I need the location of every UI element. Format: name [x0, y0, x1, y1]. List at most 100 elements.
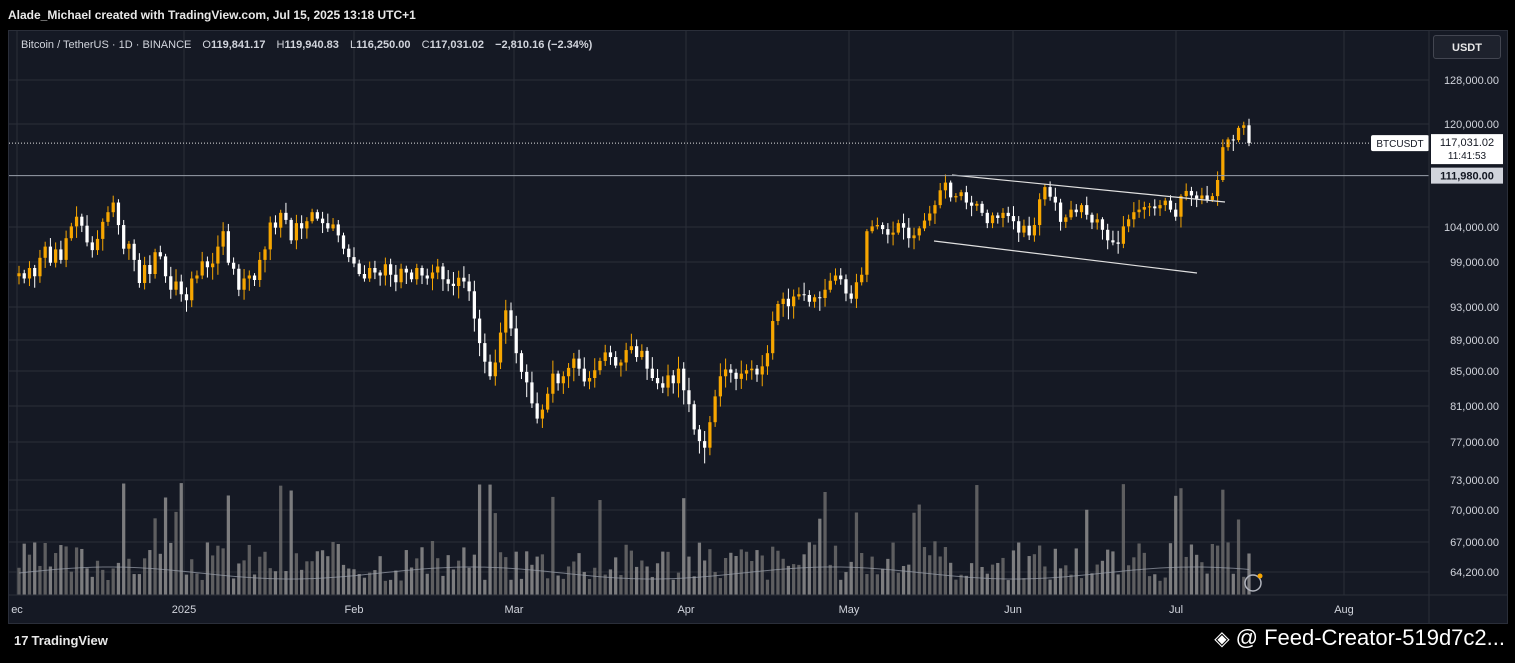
candle-body[interactable]	[708, 422, 712, 448]
candle-body[interactable]	[394, 274, 398, 283]
candle-body[interactable]	[985, 212, 989, 224]
candle-body[interactable]	[1179, 196, 1183, 217]
candle-body[interactable]	[127, 243, 131, 249]
candle-body[interactable]	[1116, 242, 1120, 244]
candle-body[interactable]	[425, 275, 429, 279]
candle-body[interactable]	[174, 281, 178, 290]
candle-body[interactable]	[1205, 195, 1209, 200]
candle-body[interactable]	[289, 219, 293, 241]
candle-body[interactable]	[634, 346, 639, 358]
candle-body[interactable]	[572, 358, 576, 368]
candle-body[interactable]	[74, 216, 79, 227]
candle-body[interactable]	[540, 409, 545, 419]
channel-upper-line[interactable]	[951, 174, 1226, 203]
candle-body[interactable]	[420, 268, 424, 276]
candle-body[interactable]	[619, 362, 623, 366]
candle-body[interactable]	[200, 261, 204, 276]
candle-body[interactable]	[1058, 202, 1063, 222]
candle-body[interactable]	[922, 220, 927, 229]
candle-body[interactable]	[593, 370, 597, 378]
candle-body[interactable]	[221, 231, 225, 247]
candle-body[interactable]	[158, 252, 162, 257]
candle-body[interactable]	[320, 218, 325, 224]
candle-body[interactable]	[231, 262, 236, 269]
candle-body[interactable]	[462, 277, 466, 282]
candle-body[interactable]	[577, 358, 581, 369]
candle-body[interactable]	[347, 248, 351, 258]
channel-lower-line[interactable]	[933, 240, 1198, 274]
candle-body[interactable]	[27, 268, 32, 279]
candle-body[interactable]	[598, 360, 602, 371]
candle-body[interactable]	[1247, 125, 1251, 144]
candle-body[interactable]	[839, 275, 843, 280]
candle-body[interactable]	[451, 283, 456, 286]
candle-body[interactable]	[263, 249, 267, 260]
candle-body[interactable]	[1032, 225, 1037, 236]
candle-body[interactable]	[1064, 217, 1068, 222]
candle-body[interactable]	[1006, 212, 1010, 217]
candle-body[interactable]	[828, 280, 832, 290]
candle-body[interactable]	[1011, 216, 1016, 222]
candle-body[interactable]	[498, 332, 503, 363]
candle-body[interactable]	[608, 352, 613, 358]
candle-body[interactable]	[1163, 200, 1167, 206]
candle-body[interactable]	[1147, 206, 1152, 208]
candle-body[interactable]	[404, 268, 408, 273]
candle-body[interactable]	[163, 256, 168, 277]
candle-body[interactable]	[744, 370, 749, 374]
candle-body[interactable]	[122, 225, 126, 249]
candle-body[interactable]	[865, 231, 869, 275]
candle-body[interactable]	[1184, 190, 1188, 197]
candle-body[interactable]	[1022, 225, 1026, 233]
candle-body[interactable]	[640, 350, 644, 358]
candle-body[interactable]	[1215, 180, 1220, 197]
candle-body[interactable]	[969, 202, 974, 206]
candle-body[interactable]	[48, 246, 53, 263]
candle-body[interactable]	[268, 222, 272, 250]
candle-body[interactable]	[535, 403, 539, 419]
candle-body[interactable]	[938, 190, 942, 206]
candle-body[interactable]	[294, 223, 299, 241]
candle-body[interactable]	[1048, 187, 1052, 197]
candle-body[interactable]	[22, 273, 26, 279]
candle-body[interactable]	[331, 224, 335, 229]
candle-body[interactable]	[519, 353, 524, 372]
candle-body[interactable]	[1121, 226, 1126, 244]
candle-body[interactable]	[315, 212, 319, 219]
candle-body[interactable]	[860, 274, 864, 283]
candle-body[interactable]	[132, 243, 136, 260]
candle-body[interactable]	[472, 291, 476, 319]
candle-body[interactable]	[713, 396, 717, 423]
candle-body[interactable]	[106, 212, 110, 222]
candle-body[interactable]	[441, 266, 445, 280]
candle-body[interactable]	[687, 390, 691, 405]
candle-body[interactable]	[723, 369, 728, 377]
candle-body[interactable]	[1085, 205, 1089, 215]
candle-body[interactable]	[1043, 187, 1047, 200]
candle-body[interactable]	[1111, 240, 1115, 243]
candle-body[interactable]	[305, 221, 309, 229]
candle-body[interactable]	[1200, 195, 1204, 199]
candle-body[interactable]	[1017, 221, 1021, 233]
candle-body[interactable]	[467, 281, 471, 292]
candle-body[interactable]	[1038, 199, 1042, 226]
candle-body[interactable]	[823, 289, 827, 298]
candle-body[interactable]	[357, 263, 361, 275]
candle-body[interactable]	[1069, 209, 1073, 218]
candle-body[interactable]	[525, 371, 529, 383]
candle-body[interactable]	[43, 246, 47, 258]
currency-button[interactable]: USDT	[1433, 35, 1501, 59]
candle-body[interactable]	[1090, 214, 1094, 223]
candle-body[interactable]	[195, 275, 199, 279]
candle-body[interactable]	[1106, 229, 1110, 241]
candle-body[interactable]	[1231, 139, 1235, 141]
candle-body[interactable]	[326, 223, 330, 229]
candle-body[interactable]	[33, 268, 37, 277]
candle-body[interactable]	[556, 373, 560, 384]
candle-body[interactable]	[624, 350, 628, 363]
candle-body[interactable]	[734, 372, 738, 379]
candle-body[interactable]	[190, 278, 194, 301]
candle-body[interactable]	[373, 268, 377, 273]
candle-body[interactable]	[493, 362, 497, 377]
candle-body[interactable]	[771, 321, 775, 354]
